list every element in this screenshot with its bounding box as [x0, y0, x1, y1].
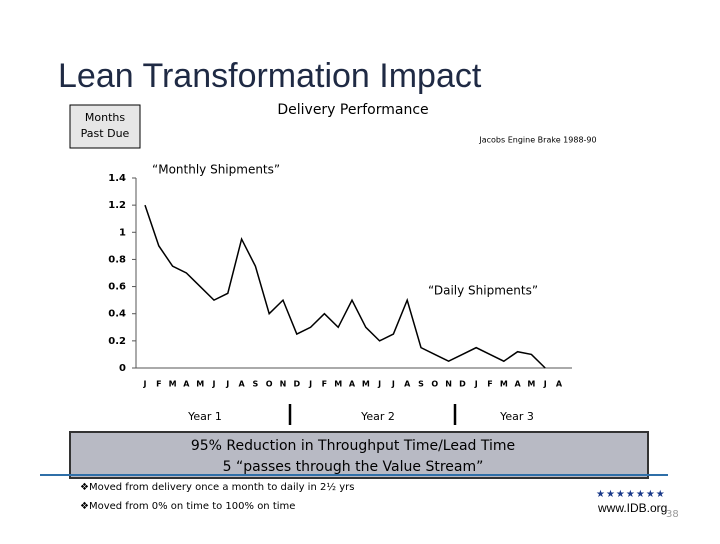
- year-label: Year 3: [499, 410, 534, 423]
- x-tick-label: M: [169, 380, 177, 389]
- bullet: ❖Moved from delivery once a month to dai…: [80, 481, 354, 493]
- box-line: 95% Reduction in Throughput Time/Lead Ti…: [191, 438, 515, 454]
- x-tick-label: F: [487, 380, 492, 389]
- y-tick-label: 0.8: [108, 254, 126, 265]
- x-tick-label: M: [362, 380, 370, 389]
- summary-box: [69, 431, 649, 479]
- x-tick-label: D: [293, 380, 300, 389]
- annotation: “Monthly Shipments”: [152, 163, 280, 177]
- x-tick-label: J: [474, 380, 478, 389]
- url: www.IDB.org: [597, 501, 667, 515]
- y-tick-label: 0.2: [108, 336, 126, 347]
- x-tick-label: M: [527, 380, 535, 389]
- x-tick-label: A: [514, 380, 521, 389]
- slide-title: Lean Transformation Impact: [58, 57, 482, 95]
- x-tick-label: F: [156, 380, 161, 389]
- annotation: “Daily Shipments”: [428, 284, 538, 298]
- x-tick-label: J: [212, 380, 216, 389]
- x-tick-label: A: [183, 380, 190, 389]
- x-tick-label: J: [543, 380, 547, 389]
- chart-subtitle: Jacobs Engine Brake 1988-90: [478, 136, 596, 145]
- star-row: ★★★★★★★: [596, 489, 666, 500]
- x-tick-label: M: [334, 380, 342, 389]
- x-tick-label: J: [308, 380, 312, 389]
- stars: ★★★★★★★: [596, 489, 666, 500]
- chart-title: Delivery Performance: [277, 102, 428, 118]
- y-tick-label: 1.4: [108, 173, 126, 184]
- x-tick-label: J: [377, 380, 381, 389]
- y-tick-label: 1.2: [108, 200, 126, 211]
- bullet: ❖Moved from 0% on time to 100% on time: [80, 501, 295, 512]
- year-label: Year 2: [360, 410, 395, 423]
- x-tick-label: A: [404, 380, 411, 389]
- year-label: Year 1: [187, 410, 222, 423]
- x-tick-label: A: [238, 380, 245, 389]
- x-tick-label: D: [459, 380, 466, 389]
- box-line: 5 “passes through the Value Stream”: [223, 459, 484, 475]
- x-tick-label: S: [253, 380, 259, 389]
- x-tick-label: M: [500, 380, 508, 389]
- x-tick-label: A: [349, 380, 356, 389]
- series-line: [144, 204, 546, 369]
- x-tick-label: M: [196, 380, 204, 389]
- page-number: 38: [666, 509, 679, 520]
- x-tick-label: O: [431, 380, 438, 389]
- x-tick-label: N: [445, 380, 452, 389]
- y-tick-label: 0: [119, 363, 126, 374]
- x-tick-label: A: [556, 380, 563, 389]
- y-tick-label: 0.4: [108, 309, 126, 320]
- x-tick-label: N: [280, 380, 287, 389]
- x-tick-label: J: [225, 380, 229, 389]
- y-label: Months Past Due: [81, 111, 130, 140]
- x-tick-label: O: [266, 380, 273, 389]
- x-tick-label: J: [143, 380, 147, 389]
- y-tick-label: 1: [119, 227, 126, 238]
- y-label-box: [69, 104, 141, 149]
- y-tick-label: 0.6: [108, 282, 126, 293]
- x-tick-label: S: [418, 380, 424, 389]
- x-tick-label: J: [391, 380, 395, 389]
- x-tick-label: F: [322, 380, 327, 389]
